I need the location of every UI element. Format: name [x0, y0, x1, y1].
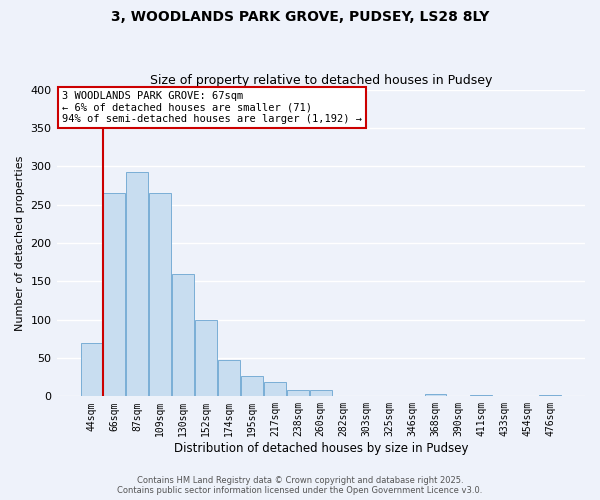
Bar [310, 390, 332, 396]
Title: Size of property relative to detached houses in Pudsey: Size of property relative to detached ho… [149, 74, 492, 87]
Bar [218, 360, 240, 396]
Bar [470, 395, 492, 396]
Bar [241, 376, 263, 396]
Bar [264, 382, 286, 396]
Bar [127, 172, 148, 396]
Text: 3, WOODLANDS PARK GROVE, PUDSEY, LS28 8LY: 3, WOODLANDS PARK GROVE, PUDSEY, LS28 8L… [111, 10, 489, 24]
Bar [149, 193, 171, 396]
Bar [195, 320, 217, 396]
Text: 3 WOODLANDS PARK GROVE: 67sqm
← 6% of detached houses are smaller (71)
94% of se: 3 WOODLANDS PARK GROVE: 67sqm ← 6% of de… [62, 91, 362, 124]
Bar [425, 394, 446, 396]
Bar [539, 395, 561, 396]
Text: Contains HM Land Registry data © Crown copyright and database right 2025.
Contai: Contains HM Land Registry data © Crown c… [118, 476, 482, 495]
Y-axis label: Number of detached properties: Number of detached properties [15, 156, 25, 330]
Bar [80, 342, 103, 396]
Bar [172, 274, 194, 396]
X-axis label: Distribution of detached houses by size in Pudsey: Distribution of detached houses by size … [173, 442, 468, 455]
Bar [287, 390, 309, 396]
Bar [103, 193, 125, 396]
